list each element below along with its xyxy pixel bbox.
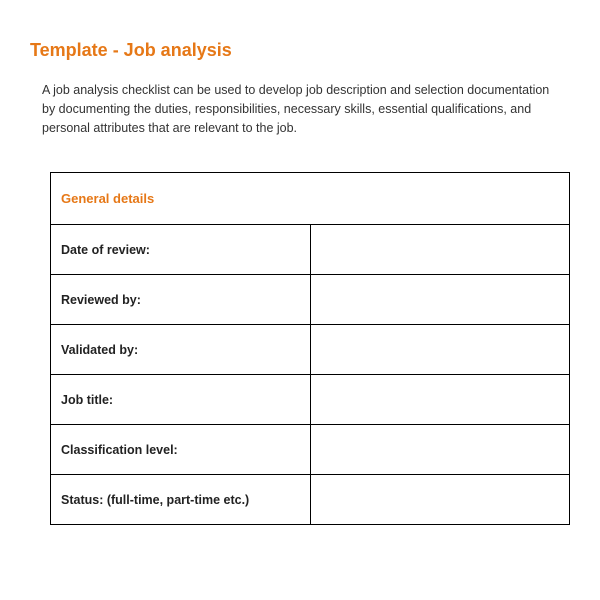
table-row: Date of review:	[51, 225, 570, 275]
general-details-table: General details Date of review: Reviewed…	[50, 172, 570, 525]
row-label: Status: (full-time, part-time etc.)	[51, 475, 311, 525]
row-value[interactable]	[310, 275, 570, 325]
table-row: Status: (full-time, part-time etc.)	[51, 475, 570, 525]
row-label: Job title:	[51, 375, 311, 425]
row-value[interactable]	[310, 325, 570, 375]
row-label: Classification level:	[51, 425, 311, 475]
row-value[interactable]	[310, 475, 570, 525]
section-header-cell: General details	[51, 173, 570, 225]
row-label: Reviewed by:	[51, 275, 311, 325]
row-value[interactable]	[310, 425, 570, 475]
row-value[interactable]	[310, 375, 570, 425]
page-title: Template - Job analysis	[30, 40, 570, 61]
table-row: Job title:	[51, 375, 570, 425]
row-value[interactable]	[310, 225, 570, 275]
section-header-row: General details	[51, 173, 570, 225]
row-label: Validated by:	[51, 325, 311, 375]
intro-paragraph: A job analysis checklist can be used to …	[42, 81, 560, 137]
table-row: Validated by:	[51, 325, 570, 375]
row-label: Date of review:	[51, 225, 311, 275]
table-row: Reviewed by:	[51, 275, 570, 325]
table-row: Classification level:	[51, 425, 570, 475]
